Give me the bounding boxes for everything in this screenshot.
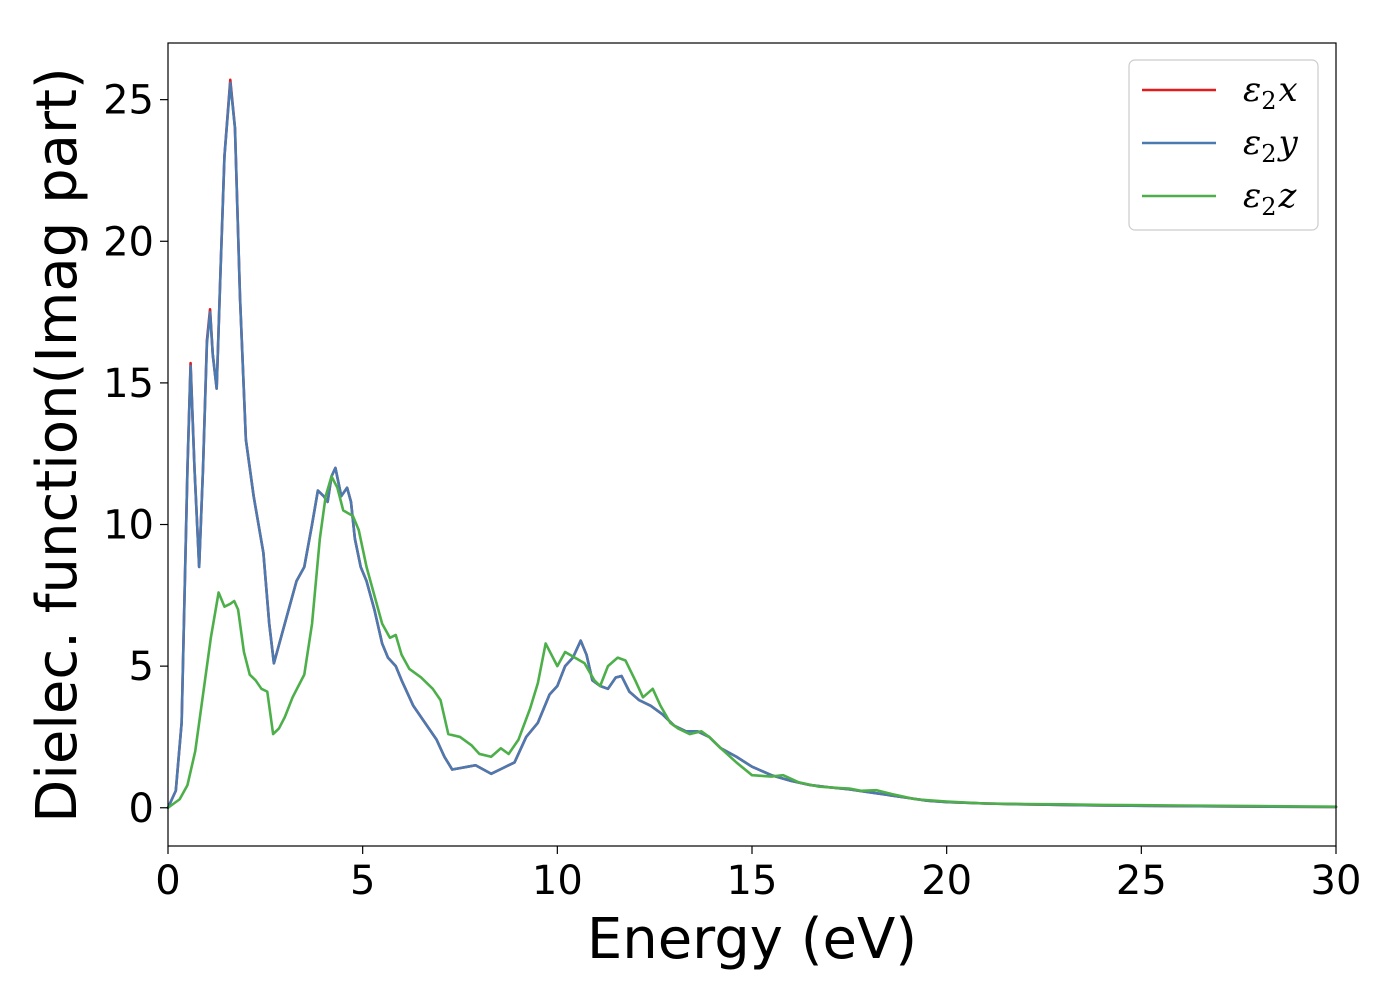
x-tick-label: 5 [350,858,375,904]
y-tick-label: 5 [129,644,154,690]
x-axis-title: Energy (eV) [587,907,917,972]
series-line-z [166,475,1338,810]
legend-label-y: ε2y [1243,123,1299,168]
x-tick-label: 20 [921,858,972,904]
legend: ε2x ε2y ε2z [1128,59,1319,231]
x-axis: 0 5 10 15 20 25 30 [155,846,1361,904]
series-layer [166,78,1338,810]
y-tick-label: 20 [103,219,154,265]
y-tick-label: 0 [129,786,154,832]
legend-label-z: ε2z [1243,176,1298,221]
y-tick-label: 25 [103,78,154,124]
x-tick-label: 0 [155,858,180,904]
y-tick-label: 15 [103,361,154,407]
y-axis-title: Dielec. function(Imag part) [25,67,90,823]
x-tick-label: 25 [1116,858,1167,904]
x-tick-label: 15 [727,858,778,904]
y-axis: 0 5 10 15 20 25 [103,78,168,832]
y-tick-label: 10 [103,503,154,549]
legend-label-x: ε2x [1243,70,1298,115]
x-tick-label: 10 [532,858,583,904]
legend-frame [1128,59,1319,231]
x-tick-label: 30 [1311,858,1362,904]
